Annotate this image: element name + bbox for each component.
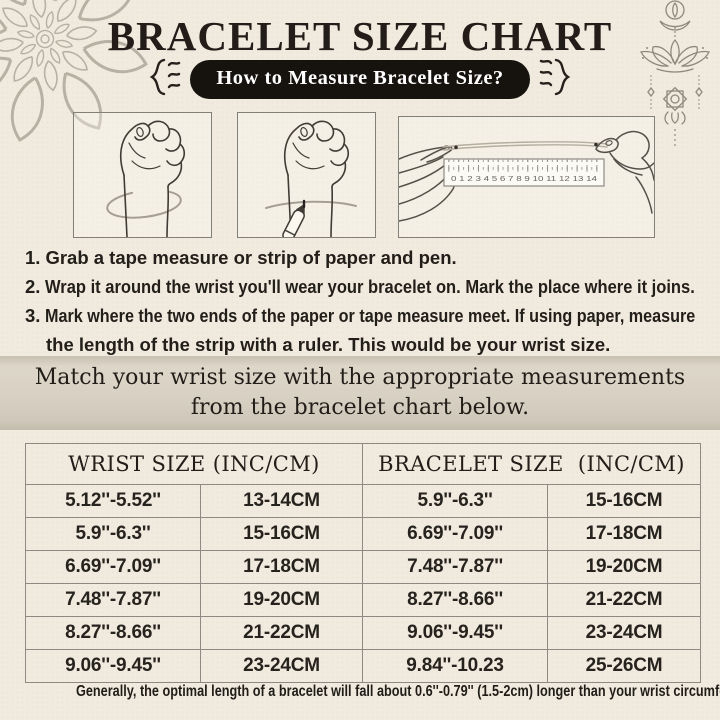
table-cell: 23-24CM	[547, 616, 702, 650]
table-header-wrist-size: WRIST SIZE (INC/CM)	[24, 443, 364, 485]
flourish-left-icon	[145, 55, 181, 104]
step-number: 2.	[25, 276, 41, 297]
table-cell: 8.27''-8.66''	[362, 583, 549, 617]
table-cell: 15-16CM	[547, 484, 702, 518]
instruction-banner: Match your wrist size with the appropria…	[0, 356, 720, 430]
banner-line: Match your wrist size with the appropria…	[34, 365, 686, 390]
table-cell: 17-18CM	[547, 517, 702, 551]
table-cell: 21-22CM	[547, 583, 702, 617]
table-cell: 5.12''-5.52''	[25, 484, 201, 518]
step-text: Mark where the two ends of the paper or …	[45, 305, 696, 326]
table-cell: 6.69''-7.09''	[362, 517, 549, 551]
table-row: 5.12''-5.52'' 13-14CM 5.9''-6.3'' 15-16C…	[25, 484, 702, 518]
step-number: 3.	[25, 305, 41, 326]
step-item-3-continued: the length of the strip with a ruler. Th…	[46, 330, 717, 359]
table-cell: 13-14CM	[199, 484, 364, 518]
table-cell: 9.84''-10.23	[362, 649, 549, 683]
table-cell: 17-18CM	[199, 550, 364, 584]
table-cell: 23-24CM	[199, 649, 364, 683]
how-to-measure-row: How to Measure Bracelet Size?	[0, 58, 720, 100]
step-number: 1.	[25, 247, 41, 268]
step-item-3: 3. Mark where the two ends of the paper …	[25, 301, 717, 330]
table-row: 5.9''-6.3'' 15-16CM 6.69''-7.09'' 17-18C…	[25, 517, 702, 551]
ruler-numbers: 0 1 2 3 4 5 6 7 8 9 10 11 12 13 14	[451, 174, 597, 183]
table-cell: 15-16CM	[199, 517, 364, 551]
illustration-wrap-tape-around-wrist	[73, 112, 212, 238]
banner-line: from the bracelet chart below.	[190, 395, 530, 420]
step-item-1: 1. Grab a tape measure or strip of paper…	[25, 243, 717, 272]
how-to-measure-badge: How to Measure Bracelet Size?	[190, 59, 530, 99]
table-cell: 9.06''-9.45''	[25, 649, 201, 683]
table-cell: 19-20CM	[547, 550, 702, 584]
table-cell: 25-26CM	[547, 649, 702, 683]
table-row: 8.27''-8.66'' 21-22CM 9.06''-9.45'' 23-2…	[25, 616, 702, 650]
table-row: 7.48''-7.87'' 19-20CM 8.27''-8.66'' 21-2…	[25, 583, 702, 617]
measuring-steps-list: 1. Grab a tape measure or strip of paper…	[25, 243, 717, 359]
footer-note: Generally, the optimal length of a brace…	[75, 683, 720, 700]
table-cell: 5.9''-6.3''	[25, 517, 201, 551]
table-cell: 6.69''-7.09''	[25, 550, 201, 584]
table-row: 9.06''-9.45'' 23-24CM 9.84''-10.23 25-26…	[25, 649, 702, 683]
step-text: Grab a tape measure or strip of paper an…	[45, 247, 457, 268]
page-title: BRACELET SIZE CHART	[107, 13, 613, 59]
table-cell: 5.9''-6.3''	[362, 484, 549, 518]
table-row: 6.69''-7.09'' 17-18CM 7.48''-7.87'' 19-2…	[25, 550, 702, 584]
flourish-right-icon	[539, 55, 575, 104]
table-cell: 9.06''-9.45''	[362, 616, 549, 650]
step-text: the length of the strip with a ruler. Th…	[46, 334, 611, 355]
step-text: Wrap it around the wrist you'll wear you…	[45, 276, 696, 297]
table-cell: 21-22CM	[199, 616, 364, 650]
step-item-2: 2. Wrap it around the wrist you'll wear …	[25, 272, 717, 301]
table-cell: 7.48''-7.87''	[25, 583, 201, 617]
table-cell: 19-20CM	[199, 583, 364, 617]
table-cell: 7.48''-7.87''	[362, 550, 549, 584]
illustration-measure-strip-with-ruler: 0 1 2 3 4 5 6 7 8 9 10 11 12 13 14	[398, 116, 655, 238]
table-header-bracelet-size: BRACELET SIZE (INC/CM)	[362, 443, 702, 485]
table-cell: 8.27''-8.66''	[25, 616, 201, 650]
table-header-row: WRIST SIZE (INC/CM) BRACELET SIZE (INC/C…	[24, 443, 702, 485]
size-conversion-table: WRIST SIZE (INC/CM) BRACELET SIZE (INC/C…	[24, 443, 702, 683]
illustration-mark-wrist-with-pen	[237, 112, 376, 238]
